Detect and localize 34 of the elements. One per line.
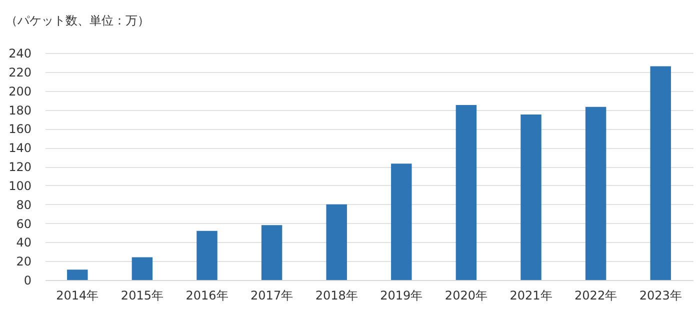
bar xyxy=(261,225,282,280)
bar xyxy=(196,230,218,280)
bar xyxy=(391,164,412,280)
y-tick-label: 220 xyxy=(8,65,32,80)
x-tick-label: 2019年 xyxy=(380,288,423,302)
y-tick-label: 20 xyxy=(16,254,32,269)
y-tick-label: 120 xyxy=(8,160,32,174)
x-tick-label: 2014年 xyxy=(56,288,99,302)
y-tick-label: 60 xyxy=(16,216,32,231)
x-tick-label: 2017年 xyxy=(250,288,294,302)
x-tick-label: 2021年 xyxy=(510,288,552,302)
x-tick-label: 2016年 xyxy=(186,288,228,302)
bar xyxy=(132,257,153,280)
y-tick-label: 240 xyxy=(8,46,32,60)
y-tick-label: 160 xyxy=(8,122,32,136)
y-tick-label: 180 xyxy=(8,103,32,118)
y-tick-label: 100 xyxy=(8,178,32,193)
x-tick-label: 2020年 xyxy=(444,288,488,302)
y-tick-label: 40 xyxy=(16,236,32,250)
y-tick-label: 0 xyxy=(24,274,32,288)
bar xyxy=(456,105,477,280)
x-tick-label: 2022年 xyxy=(574,288,618,302)
x-tick-label: 2023年 xyxy=(639,288,682,302)
x-tick-label: 2018年 xyxy=(315,288,358,302)
y-tick-label: 140 xyxy=(8,141,32,156)
bar xyxy=(585,106,606,280)
y-axis-title: （パケット数、単位：万） xyxy=(6,14,150,28)
bar xyxy=(520,114,542,280)
y-tick-label: 200 xyxy=(8,84,32,98)
bar xyxy=(67,270,88,280)
x-tick-label: 2015年 xyxy=(120,288,164,302)
bar xyxy=(650,66,671,280)
bar xyxy=(326,204,347,280)
y-tick-label: 80 xyxy=(16,198,32,212)
